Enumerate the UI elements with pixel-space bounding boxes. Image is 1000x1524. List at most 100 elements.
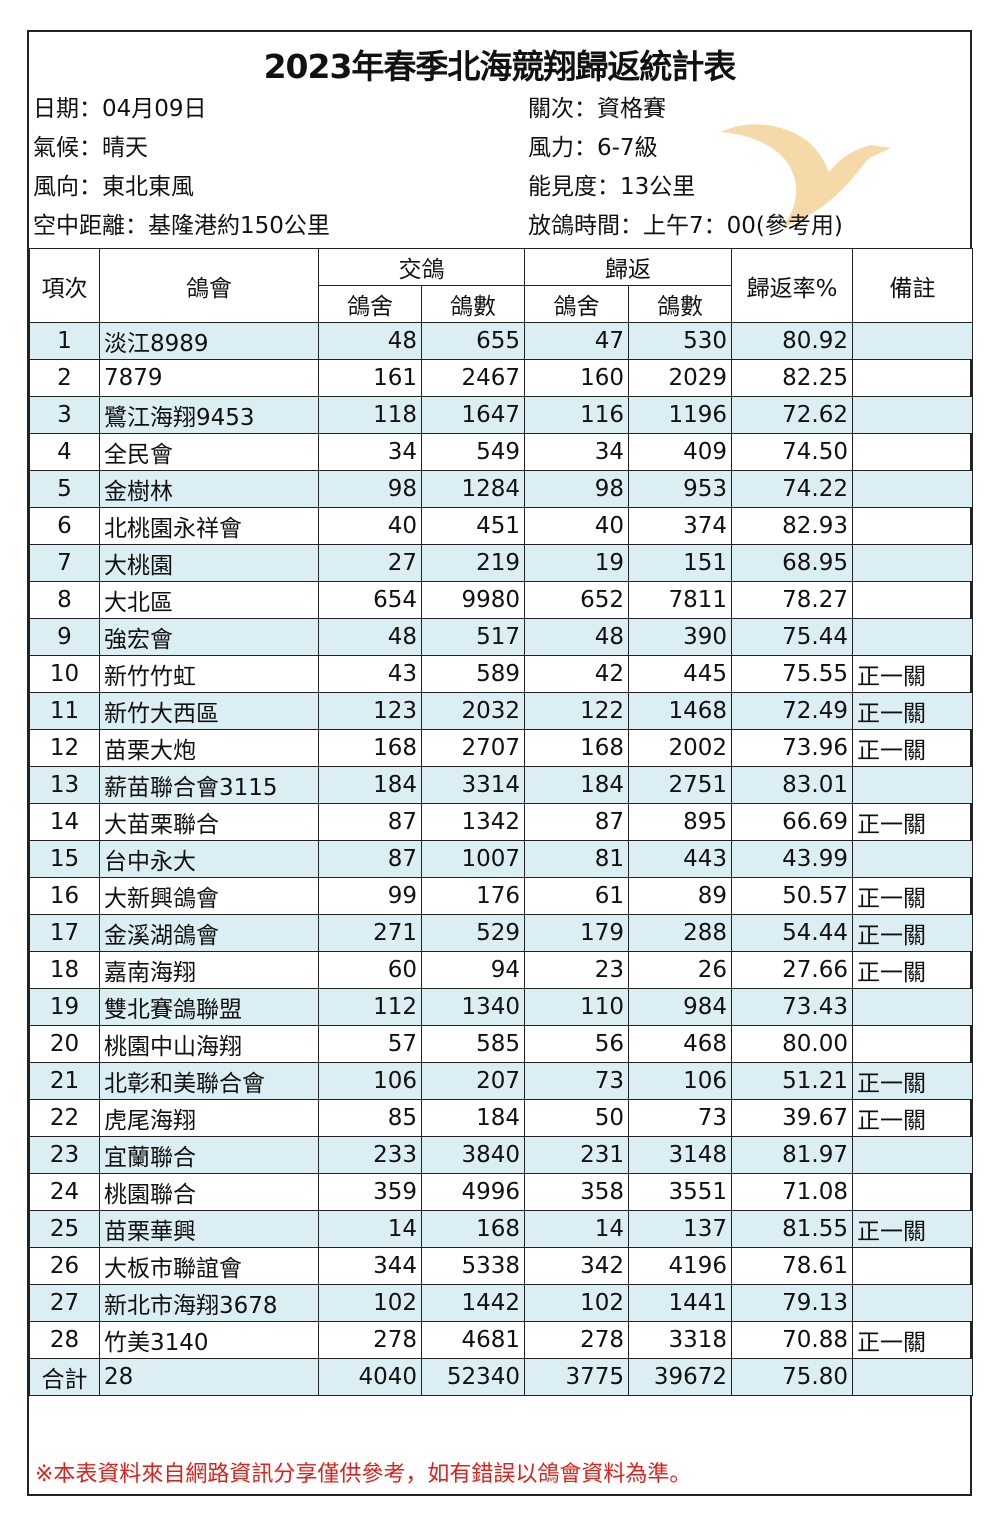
cell-club: 虎尾海翔 (99, 1099, 319, 1137)
cell-returned-lofts: 48 (524, 618, 629, 656)
table-row: 6 北桃園永祥會 40 451 40 374 82.93 (29, 507, 973, 545)
table-row: 13 薪苗聯合會3115 184 3314 184 2751 83.01 (29, 766, 973, 804)
cell-returned-lofts: 231 (524, 1136, 629, 1174)
cell-returned-birds: 953 (628, 470, 732, 508)
cell-returned-birds: 2751 (628, 766, 732, 804)
cell-no: 16 (29, 877, 100, 915)
table-row: 5 金樹林 98 1284 98 953 74.22 (29, 470, 973, 508)
cell-note (852, 507, 973, 545)
cell-returned-lofts: 160 (524, 359, 629, 397)
cell-returned-lofts: 47 (524, 322, 629, 360)
cell-returned-birds: 468 (628, 1025, 732, 1063)
cell-sent-birds: 219 (421, 544, 525, 582)
cell-no: 27 (29, 1284, 100, 1322)
cell-note (852, 618, 973, 656)
cell-rate: 73.96 (731, 729, 853, 767)
cell-returned-lofts: 358 (524, 1173, 629, 1211)
cell-note (852, 1173, 973, 1211)
cell-rate: 82.93 (731, 507, 853, 545)
cell-club: 嘉南海翔 (99, 951, 319, 989)
cell-returned-birds: 288 (628, 914, 732, 952)
cell-note (852, 544, 973, 582)
cell-no: 10 (29, 655, 100, 693)
cell-club: 桃園中山海翔 (99, 1025, 319, 1063)
cell-note: 正一關 (852, 655, 973, 693)
cell-sent-lofts: 168 (318, 729, 422, 767)
table-row: 27 新北市海翔3678 102 1442 102 1441 79.13 (29, 1284, 973, 1322)
cell-sent-birds: 529 (421, 914, 525, 952)
table-row: 7 大桃園 27 219 19 151 68.95 (29, 544, 973, 582)
cell-returned-lofts: 23 (524, 951, 629, 989)
cell-club: 竹美3140 (99, 1321, 319, 1359)
cell-returned-lofts: 42 (524, 655, 629, 693)
header-returned-lofts: 鴿舍 (524, 285, 629, 323)
cell-no: 11 (29, 692, 100, 730)
cell-note: 正一關 (852, 877, 973, 915)
cell-returned-birds: 151 (628, 544, 732, 582)
header-club: 鴿會 (99, 248, 319, 323)
page-title: 2023年春季北海競翔歸返統計表 (263, 47, 737, 86)
info-date: 日期：04月09日 (33, 96, 207, 122)
cell-sent-birds: 1007 (421, 840, 525, 878)
cell-club: 金溪湖鴿會 (99, 914, 319, 952)
header-returned-birds: 鴿數 (628, 285, 732, 323)
cell-sent-lofts: 654 (318, 581, 422, 619)
cell-rate: 66.69 (731, 803, 853, 841)
table-row: 12 苗栗大炮 168 2707 168 2002 73.96 正一關 (29, 729, 973, 767)
cell-club: 新竹竹虹 (99, 655, 319, 693)
cell-note: 正一關 (852, 1210, 973, 1248)
cell-returned-lofts: 179 (524, 914, 629, 952)
cell-no: 17 (29, 914, 100, 952)
cell-returned-lofts: 61 (524, 877, 629, 915)
table-row: 24 桃園聯合 359 4996 358 3551 71.08 (29, 1173, 973, 1211)
cell-rate: 80.00 (731, 1025, 853, 1063)
cell-rate: 81.97 (731, 1136, 853, 1174)
cell-no: 6 (29, 507, 100, 545)
cell-club: 強宏會 (99, 618, 319, 656)
cell-sent-birds: 184 (421, 1099, 525, 1137)
cell-no: 18 (29, 951, 100, 989)
cell-rate: 82.25 (731, 359, 853, 397)
cell-sent-birds: 207 (421, 1062, 525, 1100)
cell-sent-lofts: 40 (318, 507, 422, 545)
table-row: 11 新竹大西區 123 2032 122 1468 72.49 正一關 (29, 692, 973, 730)
cell-sent-birds: 3314 (421, 766, 525, 804)
cell-sent-lofts: 184 (318, 766, 422, 804)
cell-note (852, 581, 973, 619)
cell-returned-lofts: 56 (524, 1025, 629, 1063)
cell-note: 正一關 (852, 1062, 973, 1100)
cell-no: 23 (29, 1136, 100, 1174)
cell-rate: 70.88 (731, 1321, 853, 1359)
cell-returned-lofts: 34 (524, 433, 629, 471)
cell-no: 14 (29, 803, 100, 841)
cell-no: 21 (29, 1062, 100, 1100)
header-note: 備註 (852, 248, 973, 323)
cell-note (852, 1247, 973, 1285)
table-row: 19 雙北賽鴿聯盟 112 1340 110 984 73.43 (29, 988, 973, 1026)
cell-club: 鷺江海翔9453 (99, 396, 319, 434)
table-row: 21 北彰和美聯合會 106 207 73 106 51.21 正一關 (29, 1062, 973, 1100)
table-row: 2 7879 161 2467 160 2029 82.25 (29, 359, 973, 397)
cell-sent-birds: 589 (421, 655, 525, 693)
cell-no: 25 (29, 1210, 100, 1248)
cell-returned-lofts: 184 (524, 766, 629, 804)
cell-note (852, 988, 973, 1026)
cell-club: 苗栗大炮 (99, 729, 319, 767)
cell-club: 苗栗華興 (99, 1210, 319, 1248)
table-row: 10 新竹竹虹 43 589 42 445 75.55 正一關 (29, 655, 973, 693)
header-sent-birds: 鴿數 (421, 285, 525, 323)
cell-returned-birds: 89 (628, 877, 732, 915)
cell-note (852, 359, 973, 397)
cell-club: 新北市海翔3678 (99, 1284, 319, 1322)
cell-sent-lofts: 48 (318, 618, 422, 656)
cell-rate: 43.99 (731, 840, 853, 878)
cell-rate: 75.44 (731, 618, 853, 656)
header-returned: 歸返 (524, 248, 732, 286)
cell-returned-lofts: 98 (524, 470, 629, 508)
table-row: 1 淡江8989 48 655 47 530 80.92 (29, 322, 973, 360)
cell-sent-lofts: 14 (318, 1210, 422, 1248)
cell-returned-birds: 3148 (628, 1136, 732, 1174)
cell-sent-birds: 2707 (421, 729, 525, 767)
cell-returned-birds: 39672 (628, 1358, 732, 1396)
header-no: 項次 (29, 248, 100, 323)
